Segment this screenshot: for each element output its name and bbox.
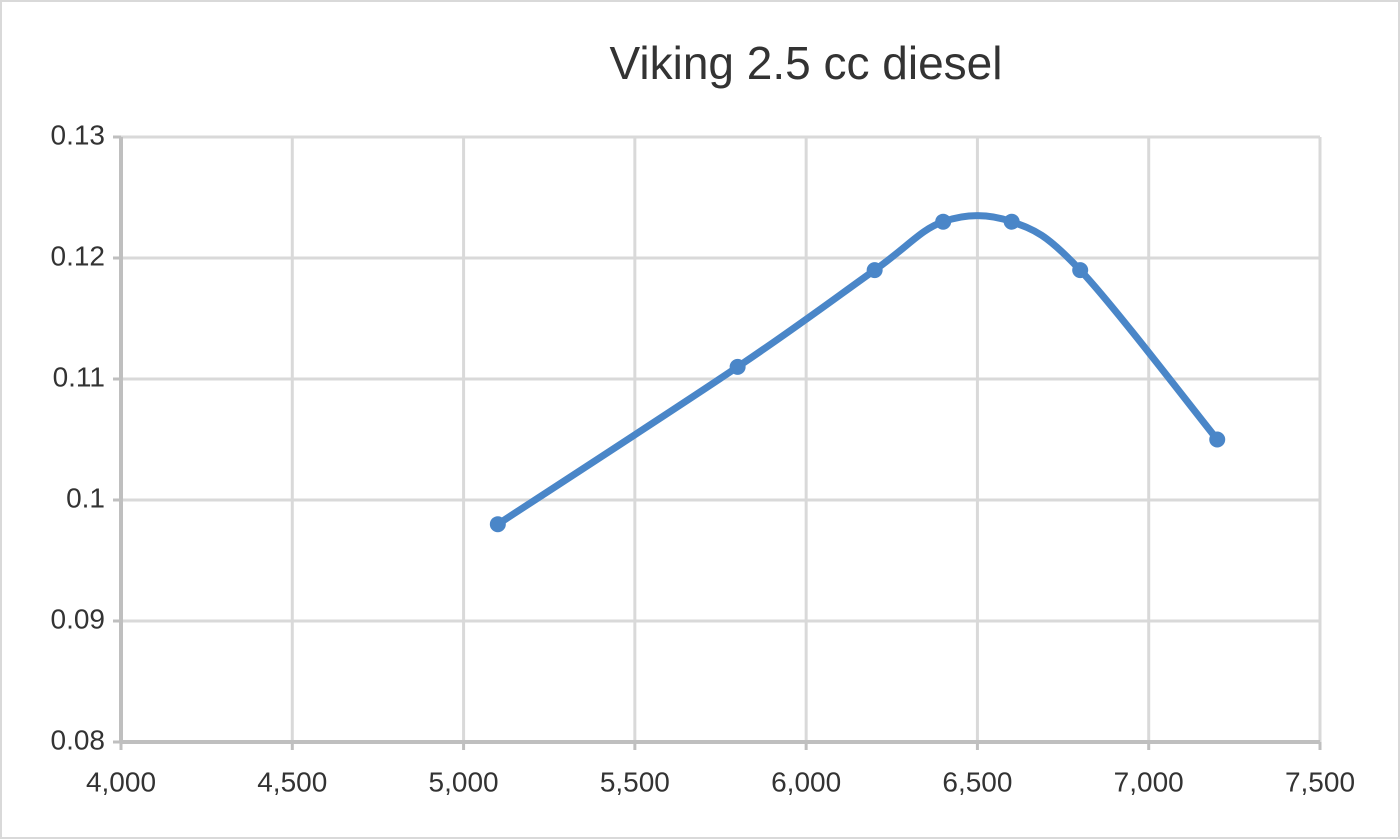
- chart-title: Viking 2.5 cc diesel: [610, 37, 1003, 89]
- x-tick-label: 7,000: [1114, 766, 1184, 797]
- y-tick-label: 0.09: [51, 603, 106, 634]
- y-tick-label: 0.11: [53, 361, 105, 392]
- data-point: [1072, 262, 1089, 279]
- x-tick-label: 5,500: [600, 766, 670, 797]
- x-tick-label: 6,500: [942, 766, 1012, 797]
- y-tick-label: 0.13: [51, 119, 106, 150]
- data-point: [489, 516, 506, 533]
- y-tick-label: 0.12: [51, 240, 106, 271]
- y-tick-label: 0.08: [51, 724, 106, 755]
- data-point: [1209, 431, 1226, 448]
- x-tick-label: 5,000: [429, 766, 499, 797]
- series-line: [494, 212, 1221, 528]
- x-tick-label: 4,000: [86, 766, 156, 797]
- data-point: [1003, 213, 1020, 230]
- x-tick-label: 4,500: [257, 766, 327, 797]
- data-point: [866, 262, 883, 279]
- x-tick-label: 6,000: [771, 766, 841, 797]
- data-point: [729, 358, 746, 375]
- x-tick-label: 7,500: [1285, 766, 1355, 797]
- data-point: [935, 213, 952, 230]
- y-tick-label: 0.1: [66, 482, 105, 513]
